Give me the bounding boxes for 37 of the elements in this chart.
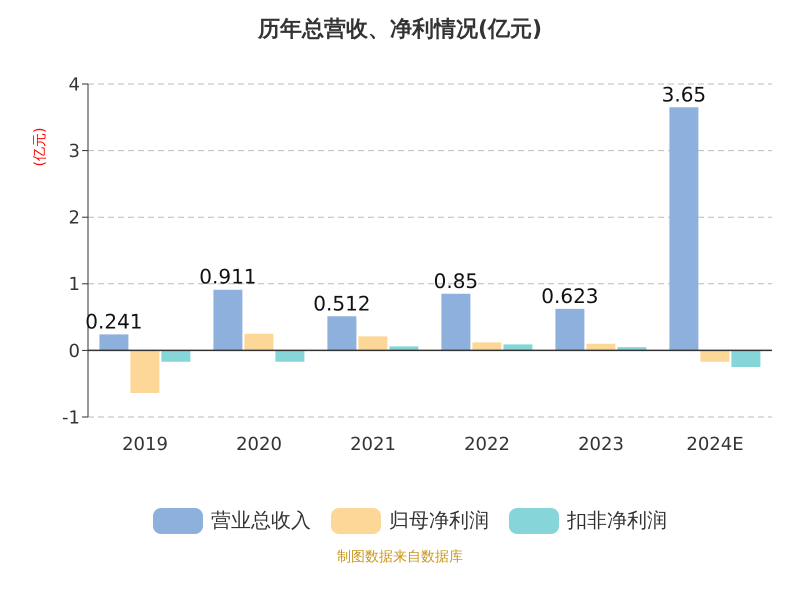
chart-title: 历年总营收、净利情况(亿元) xyxy=(256,16,544,44)
data-label: 0.512 xyxy=(313,291,371,316)
x-tick-label: 2019 xyxy=(122,434,168,455)
y-tick-label: 1 xyxy=(68,274,80,296)
x-tick-label: 2023 xyxy=(578,434,624,455)
bar xyxy=(275,350,304,362)
y-axis-title: (亿元) xyxy=(31,126,49,168)
y-tick-label: 2 xyxy=(68,208,80,229)
y-tick-label: 3 xyxy=(68,140,80,162)
bar xyxy=(244,334,274,350)
bar xyxy=(555,308,584,350)
x-tick-label: 2024E xyxy=(686,434,744,455)
data-label: 0.85 xyxy=(434,268,478,293)
y-tick-label: 4 xyxy=(68,74,80,96)
bar xyxy=(130,350,160,394)
x-tick-label: 2022 xyxy=(464,434,510,455)
x-tick-label: 2020 xyxy=(236,434,282,455)
bar xyxy=(213,290,242,350)
y-tick-label: -1 xyxy=(62,407,80,428)
bar xyxy=(669,107,698,350)
bar xyxy=(161,350,190,362)
bar xyxy=(586,344,616,350)
data-label: 0.911 xyxy=(199,264,257,289)
bar xyxy=(441,294,470,350)
y-tick-label: 0 xyxy=(68,340,80,362)
data-label: 3.65 xyxy=(662,82,706,106)
bar xyxy=(700,350,730,362)
bar xyxy=(731,350,760,368)
data-label: 0.623 xyxy=(541,284,599,308)
bar xyxy=(99,334,128,350)
legend-label: 扣非净利润 xyxy=(566,507,667,534)
bar xyxy=(358,336,388,350)
x-tick-label: 2021 xyxy=(350,434,396,455)
legend-label: 营业总收入 xyxy=(210,507,311,534)
legend-label: 归母净利润 xyxy=(388,507,489,534)
text: 制图数据来自数据库 xyxy=(336,548,464,566)
bar xyxy=(327,316,356,350)
